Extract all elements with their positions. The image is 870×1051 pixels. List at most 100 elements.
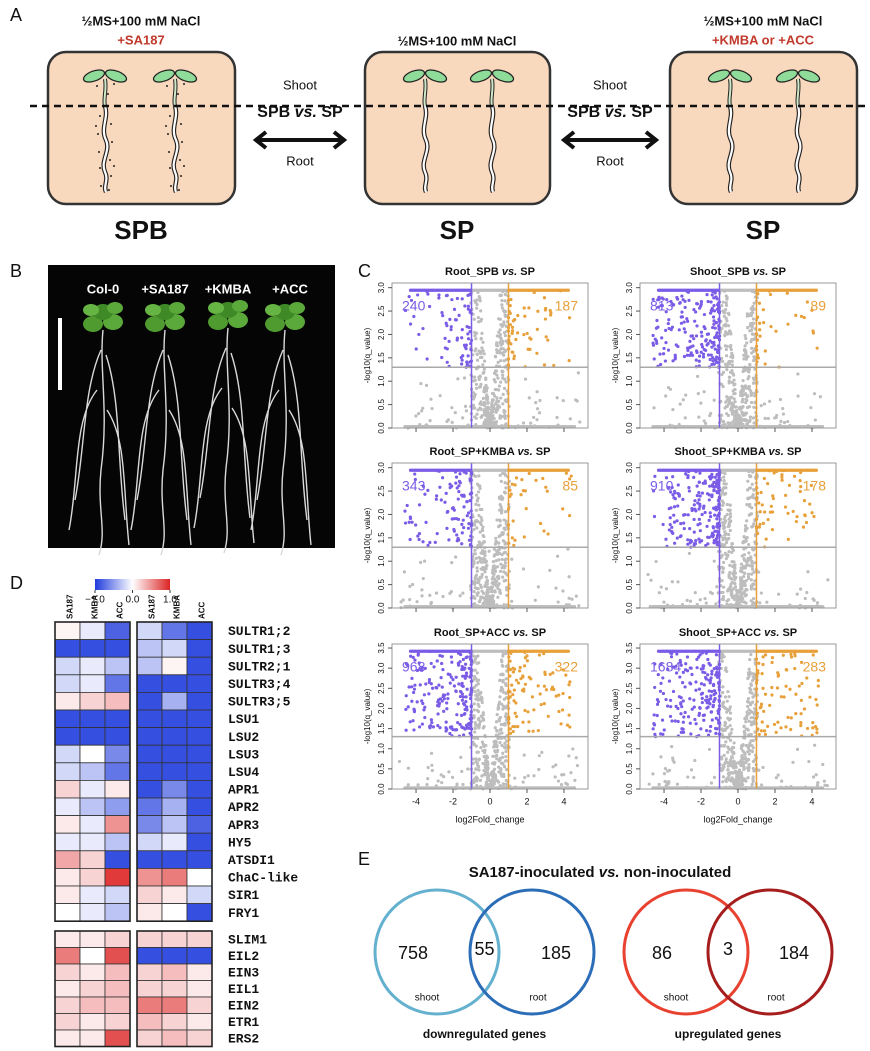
point-decor xyxy=(484,376,488,380)
point-decor xyxy=(682,320,686,324)
point-decor xyxy=(730,581,734,585)
point-decor xyxy=(477,503,481,507)
point-decor xyxy=(477,768,481,772)
point-decor xyxy=(529,677,533,681)
point-decor xyxy=(457,489,461,494)
point-decor xyxy=(475,358,480,362)
point-decor xyxy=(493,371,497,375)
point-decor xyxy=(763,510,767,514)
point-decor xyxy=(798,479,802,483)
point-decor xyxy=(497,399,501,403)
point-decor xyxy=(491,598,495,602)
point-decor xyxy=(743,594,748,598)
point-decor xyxy=(486,587,490,591)
point-decor xyxy=(532,290,536,295)
point-decor xyxy=(758,601,762,605)
down-count: 910 xyxy=(650,478,674,494)
point-decor xyxy=(751,304,755,309)
y-tick-label: 1.0 xyxy=(377,375,386,387)
y-tick-label: 2.0 xyxy=(377,508,386,520)
point-decor xyxy=(748,415,753,419)
point-decor xyxy=(476,765,481,769)
y-tick-label: 2.0 xyxy=(625,508,634,520)
point-decor xyxy=(474,337,478,341)
point-decor xyxy=(658,352,662,356)
point-decor xyxy=(456,497,460,501)
point-decor xyxy=(732,392,736,396)
point-decor xyxy=(565,782,570,787)
point-decor xyxy=(735,422,739,426)
point-decor xyxy=(700,334,704,338)
point-decor xyxy=(694,358,698,362)
point-decor xyxy=(750,332,755,336)
point-decor xyxy=(749,495,754,499)
point-decor xyxy=(493,553,497,557)
point-decor xyxy=(689,334,693,338)
point-decor xyxy=(504,759,508,763)
point-decor xyxy=(472,589,476,594)
point-decor xyxy=(576,371,580,375)
point-decor xyxy=(479,400,483,404)
point-decor xyxy=(501,654,505,658)
point-decor xyxy=(496,360,500,364)
point-decor xyxy=(474,386,479,390)
point-decor xyxy=(455,782,459,786)
y-tick-label: 0.0 xyxy=(377,602,386,614)
point-decor xyxy=(720,659,724,663)
point-decor xyxy=(758,321,762,325)
point-decor xyxy=(410,520,414,524)
point-decor xyxy=(499,727,503,731)
point-decor xyxy=(426,765,430,770)
point-decor xyxy=(404,728,408,732)
point-decor xyxy=(753,367,757,371)
point-decor xyxy=(664,341,668,345)
point-decor xyxy=(822,779,826,783)
point-decor xyxy=(440,661,444,666)
point-decor xyxy=(742,579,747,584)
y-tick-label: 3.0 xyxy=(377,282,386,294)
point-decor xyxy=(664,537,668,541)
point-decor xyxy=(475,750,479,754)
point-decor xyxy=(501,347,505,351)
point-decor xyxy=(694,334,699,338)
point-decor xyxy=(474,767,478,771)
point-decor xyxy=(526,710,530,714)
point-decor xyxy=(463,662,468,666)
point-decor xyxy=(493,761,497,765)
point-decor xyxy=(750,782,754,787)
point-decor xyxy=(763,362,767,366)
point-decor xyxy=(439,675,443,680)
point-decor xyxy=(751,548,756,552)
point-decor xyxy=(483,584,487,589)
point-decor xyxy=(732,587,736,591)
photo-label: +KMBA xyxy=(205,281,252,296)
point-decor xyxy=(697,498,701,502)
point-decor xyxy=(471,379,476,383)
point-decor xyxy=(655,341,659,345)
point-decor xyxy=(726,311,731,315)
point-decor xyxy=(748,502,752,507)
point-decor xyxy=(794,313,798,317)
point-decor xyxy=(498,591,503,595)
point-decor xyxy=(774,329,778,333)
point-decor xyxy=(499,396,503,400)
point-decor xyxy=(763,416,767,420)
point-decor xyxy=(539,702,543,707)
point-decor xyxy=(750,337,754,342)
point-decor xyxy=(477,484,481,488)
point-decor xyxy=(494,421,498,425)
point-decor xyxy=(450,420,454,424)
point-decor xyxy=(731,389,735,393)
point-decor xyxy=(462,505,466,509)
point-decor xyxy=(472,708,476,712)
point-decor xyxy=(472,685,476,690)
point-decor xyxy=(447,339,451,343)
point-decor xyxy=(541,476,545,481)
y-tick-label: 1.5 xyxy=(625,532,634,544)
point-decor xyxy=(567,754,571,758)
point-decor xyxy=(501,392,505,396)
point-decor xyxy=(533,598,537,602)
point-decor xyxy=(458,481,462,485)
point-decor xyxy=(527,306,531,310)
